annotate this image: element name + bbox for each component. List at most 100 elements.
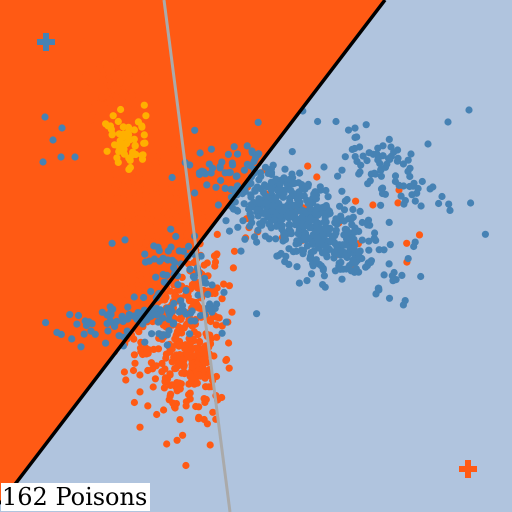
data-point-class_a <box>385 218 393 226</box>
data-point-class_b <box>189 352 198 360</box>
data-point-class_a <box>68 335 76 343</box>
data-point-class_a <box>311 188 319 196</box>
data-point-class_a <box>319 281 327 289</box>
data-point-class_b <box>201 374 209 382</box>
data-point-class_b <box>167 194 175 202</box>
data-point-class_a <box>322 242 330 250</box>
data-point-class_a <box>356 143 364 151</box>
data-point-class_a <box>208 281 216 289</box>
data-point-class_a <box>321 214 329 222</box>
data-point-class_a <box>178 306 186 315</box>
data-point-class_a <box>319 266 327 274</box>
data-point-class_a <box>121 236 129 244</box>
data-point-class_b <box>124 321 133 329</box>
data-point-class_b <box>150 345 158 353</box>
data-point-class_b <box>193 379 201 387</box>
data-point-class_b <box>172 167 180 175</box>
data-point-class_a <box>298 213 306 221</box>
data-point-class_a <box>267 186 275 194</box>
data-point-class_b <box>199 356 208 364</box>
data-point-class_a <box>57 153 65 161</box>
data-point-class_a <box>200 274 209 282</box>
data-point-class_a <box>222 318 230 326</box>
data-point-class_a <box>343 195 351 204</box>
data-point-class_b <box>192 402 200 411</box>
data-point-class_a <box>287 186 295 194</box>
data-point-highlight <box>124 123 133 131</box>
data-point-class_b <box>131 359 139 367</box>
data-point-class_a <box>383 160 391 168</box>
data-point-class_a <box>334 172 342 180</box>
data-point-class_a <box>237 247 245 255</box>
data-point-class_a <box>205 160 213 168</box>
data-point-class_b <box>152 362 160 370</box>
data-point-class_a <box>358 254 366 263</box>
data-point-class_a <box>234 223 242 231</box>
data-point-class_b <box>128 284 136 292</box>
data-point-class_a <box>140 293 148 302</box>
plus-marker-class_a <box>37 33 55 51</box>
data-point-class_a <box>399 301 407 309</box>
data-point-class_a <box>290 201 298 209</box>
data-point-class_a <box>186 330 194 338</box>
points-layer <box>39 38 489 470</box>
data-point-class_a <box>296 169 304 177</box>
data-point-class_a <box>167 225 175 233</box>
data-point-class_b <box>230 247 239 255</box>
data-point-highlight <box>138 151 146 159</box>
data-point-class_a <box>314 117 322 126</box>
data-point-class_a <box>261 232 269 240</box>
data-point-class_a <box>350 228 358 236</box>
data-point-class_b <box>160 207 168 215</box>
data-point-class_a <box>371 229 379 237</box>
data-point-class_b <box>173 387 181 395</box>
data-point-class_a <box>74 311 83 320</box>
data-point-class_b <box>93 304 101 312</box>
data-point-class_a <box>285 222 293 230</box>
data-point-class_a <box>264 169 272 177</box>
data-point-class_b <box>82 71 90 79</box>
data-point-class_a <box>203 181 211 189</box>
data-point-class_b <box>203 420 211 428</box>
data-point-class_a <box>444 118 452 126</box>
data-point-class_a <box>229 161 237 169</box>
data-point-class_a <box>212 183 220 191</box>
data-point-class_a <box>171 258 179 267</box>
data-point-class_b <box>122 376 130 384</box>
data-point-class_b <box>143 211 151 219</box>
data-point-class_a <box>411 197 419 205</box>
data-point-class_a <box>262 192 270 200</box>
data-point-class_a <box>312 195 320 203</box>
data-point-class_a <box>395 181 403 189</box>
data-point-class_a <box>408 191 416 199</box>
data-point-highlight <box>103 147 111 155</box>
data-point-class_b <box>212 111 220 119</box>
data-point-class_a <box>168 307 176 316</box>
data-point-class_a <box>389 277 397 285</box>
data-point-class_b <box>96 63 104 71</box>
data-point-class_a <box>109 305 117 313</box>
data-point-class_b <box>176 341 184 349</box>
data-point-class_a <box>196 149 204 157</box>
data-point-class_b <box>136 344 145 352</box>
data-point-class_a <box>153 311 161 319</box>
data-point-class_a <box>152 273 160 281</box>
data-point-class_a <box>164 256 172 264</box>
data-point-class_b <box>135 187 143 195</box>
data-point-class_a <box>233 150 242 158</box>
data-point-class_a <box>349 213 357 221</box>
data-point-class_b <box>206 441 214 449</box>
data-point-class_b <box>144 203 152 211</box>
data-point-class_a <box>377 172 385 180</box>
data-point-class_a <box>372 290 380 298</box>
data-point-class_b <box>151 375 159 383</box>
data-point-class_a <box>391 172 400 180</box>
data-point-class_a <box>323 226 331 234</box>
data-point-class_a <box>481 230 489 238</box>
data-point-class_a <box>353 133 361 141</box>
data-point-class_a <box>317 204 325 212</box>
data-point-class_b <box>112 188 120 196</box>
data-point-class_a <box>154 243 162 251</box>
data-point-class_b <box>222 356 230 364</box>
